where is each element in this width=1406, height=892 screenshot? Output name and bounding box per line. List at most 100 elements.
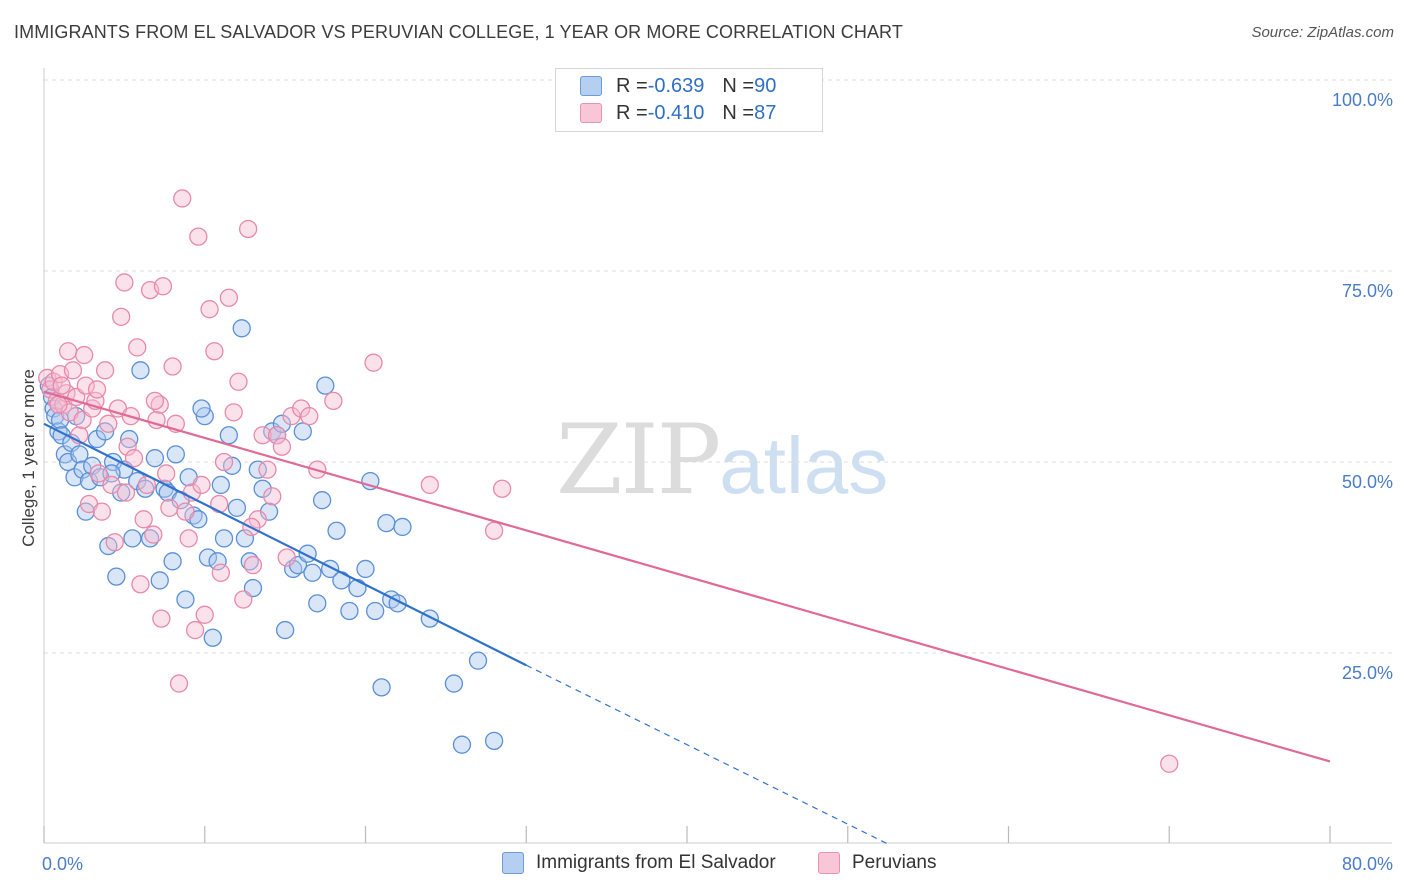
axes — [43, 68, 1392, 844]
data-point-el-salvador — [219, 426, 239, 445]
data-point-el-salvador — [293, 422, 312, 441]
data-point-el-salvador — [484, 731, 504, 751]
data-point-peruvians — [63, 361, 83, 380]
data-point-peruvians — [99, 414, 118, 433]
data-point-peruvians — [92, 502, 112, 521]
data-point-el-salvador — [340, 601, 359, 621]
data-point-peruvians — [58, 342, 78, 361]
data-point-el-salvador — [235, 529, 255, 548]
data-point-el-salvador — [232, 319, 251, 338]
source-credit: Source: ZipAtlas.com — [1251, 24, 1394, 41]
data-point-peruvians — [115, 273, 134, 292]
data-point-peruvians — [267, 426, 287, 445]
data-point-el-salvador — [468, 651, 488, 670]
data-point-el-salvador — [163, 552, 182, 571]
data-point-el-salvador — [70, 445, 89, 464]
data-point-peruvians — [282, 407, 301, 426]
trend-line-el-salvador-extension — [525, 664, 889, 845]
data-point-el-salvador — [203, 628, 222, 647]
data-point-peruvians — [492, 479, 512, 498]
data-point-peruvians — [144, 525, 163, 544]
data-point-peruvians — [89, 464, 108, 483]
data-point-peruvians — [52, 376, 71, 395]
data-point-el-salvador — [145, 449, 165, 468]
data-point-peruvians — [76, 376, 95, 395]
data-point-el-salvador — [327, 521, 346, 540]
watermark-zip: ZIP — [556, 404, 721, 516]
data-point-peruvians — [205, 342, 224, 361]
legend-n-label: N = — [722, 74, 755, 97]
data-point-peruvians — [105, 533, 124, 552]
data-point-peruvians — [420, 475, 439, 495]
series-peruvians-points — [38, 189, 1179, 773]
data-point-peruvians — [95, 361, 115, 380]
legend-r-value: -0.639 — [647, 74, 705, 97]
data-point-peruvians — [116, 483, 136, 502]
data-point-peruvians — [192, 475, 211, 495]
data-point-peruvians — [118, 437, 137, 456]
data-point-peruvians — [300, 407, 319, 426]
data-point-peruvians — [214, 452, 234, 472]
legend-row-peruvians: R = -0.410 N = 87 — [580, 100, 776, 126]
data-point-el-salvador — [112, 483, 131, 502]
data-point-peruvians — [272, 437, 292, 456]
data-point-peruvians — [157, 464, 176, 483]
data-point-el-salvador — [248, 460, 267, 479]
data-point-peruvians — [253, 426, 272, 445]
data-point-el-salvador — [312, 491, 332, 510]
data-point-el-salvador — [107, 567, 126, 586]
watermark: ZIPatlas — [556, 404, 888, 516]
data-point-peruvians — [131, 575, 150, 594]
legend-label: Peruvians — [852, 852, 937, 873]
legend-r-value: -0.410 — [647, 101, 705, 124]
y-tick-label: 50.0% — [1342, 472, 1393, 492]
data-point-peruvians — [1160, 754, 1179, 773]
data-point-el-salvador — [308, 594, 327, 613]
data-point-peruvians — [185, 620, 205, 640]
data-point-peruvians — [277, 548, 296, 567]
legend-n-value: 87 — [754, 101, 777, 124]
legend-swatch-pink — [580, 103, 602, 123]
trend-line-el-salvador — [43, 422, 527, 667]
data-point-el-salvador — [303, 563, 322, 582]
data-point-peruvians — [200, 300, 219, 319]
series-el-salvador-points — [39, 319, 504, 754]
data-point-el-salvador — [452, 735, 472, 754]
legend-swatch-blue — [580, 76, 602, 96]
legend-row-el-salvador: R = -0.639 N = 90 — [580, 73, 776, 99]
legend-swatch-blue — [502, 852, 524, 874]
data-point-peruvians — [176, 502, 195, 521]
data-point-peruvians — [128, 338, 147, 357]
data-point-el-salvador — [348, 578, 367, 598]
data-point-el-salvador — [79, 471, 99, 491]
data-point-peruvians — [179, 529, 198, 548]
data-point-el-salvador — [198, 548, 218, 567]
data-point-el-salvador — [166, 445, 185, 464]
trend-line-peruvians — [43, 390, 1331, 763]
data-point-el-salvador — [420, 609, 439, 628]
legend-n-label: N = — [722, 101, 755, 124]
data-point-peruvians — [234, 590, 253, 609]
trend-lines — [43, 390, 1331, 845]
axis-labels: 25.0% 50.0% 75.0% 100.0% 0.0% 80.0% College, 1… — [19, 90, 1393, 874]
data-point-el-salvador — [131, 361, 150, 380]
x-tick-label: 80.0% — [1342, 854, 1393, 874]
data-point-peruvians — [189, 227, 208, 246]
data-point-el-salvador — [150, 571, 169, 590]
data-point-peruvians — [258, 460, 277, 479]
data-point-peruvians — [145, 391, 165, 411]
data-point-el-salvador — [372, 678, 391, 697]
data-point-peruvians — [224, 403, 243, 422]
data-point-peruvians — [112, 307, 131, 326]
data-point-peruvians — [49, 395, 68, 414]
data-point-peruvians — [152, 609, 171, 628]
data-point-peruvians — [210, 494, 229, 514]
data-point-peruvians — [263, 487, 282, 506]
y-axis-label: College, 1 year or more — [19, 369, 38, 547]
data-point-peruvians — [173, 189, 192, 208]
data-point-peruvians — [160, 498, 179, 517]
data-point-el-salvador — [211, 475, 230, 495]
legend-label: Immigrants from El Salvador — [536, 852, 776, 873]
data-point-peruvians — [134, 510, 153, 529]
data-point-el-salvador — [393, 517, 412, 537]
